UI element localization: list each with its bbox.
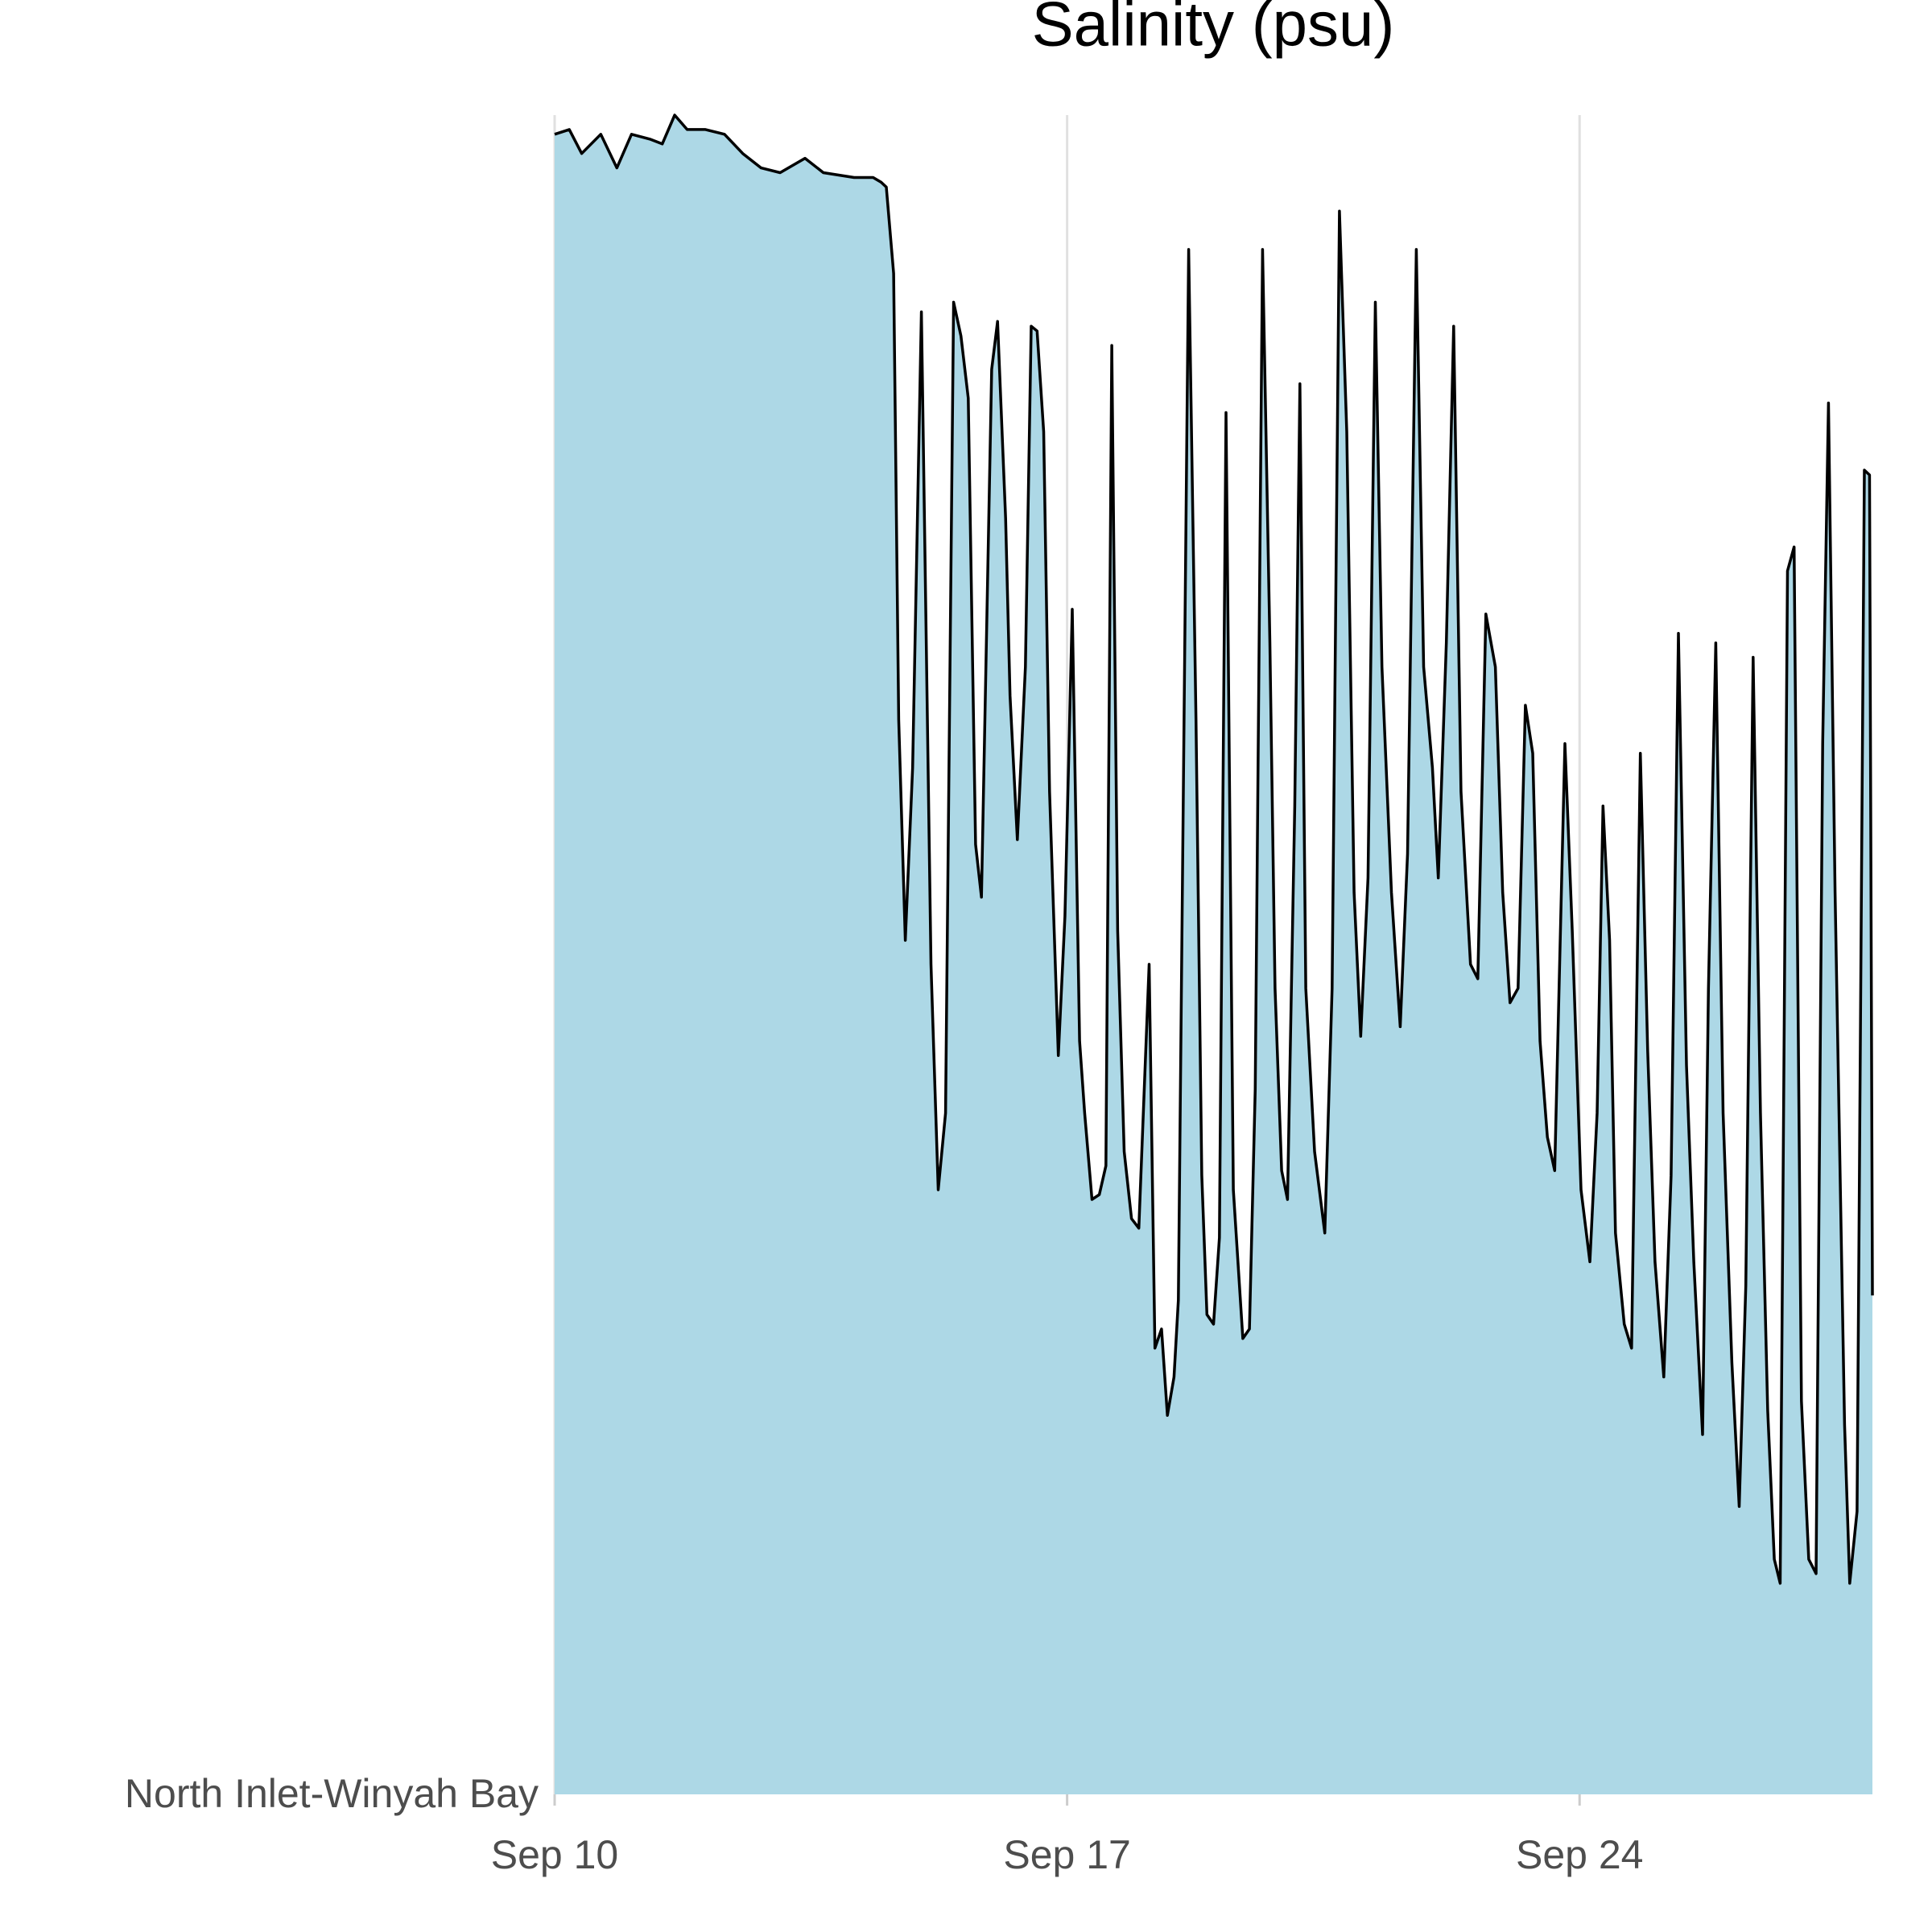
area-fill <box>555 115 1872 1794</box>
area-line <box>554 114 1874 1585</box>
chart-title: Salinity (psu) <box>1032 0 1395 60</box>
x-tick-label: Sep 10 <box>491 1832 618 1877</box>
x-tick-label: Sep 24 <box>1516 1832 1643 1877</box>
x-tick-label: Sep 17 <box>1003 1832 1130 1877</box>
y-category-label: North Inlet-Winyah Bay <box>125 1771 539 1816</box>
